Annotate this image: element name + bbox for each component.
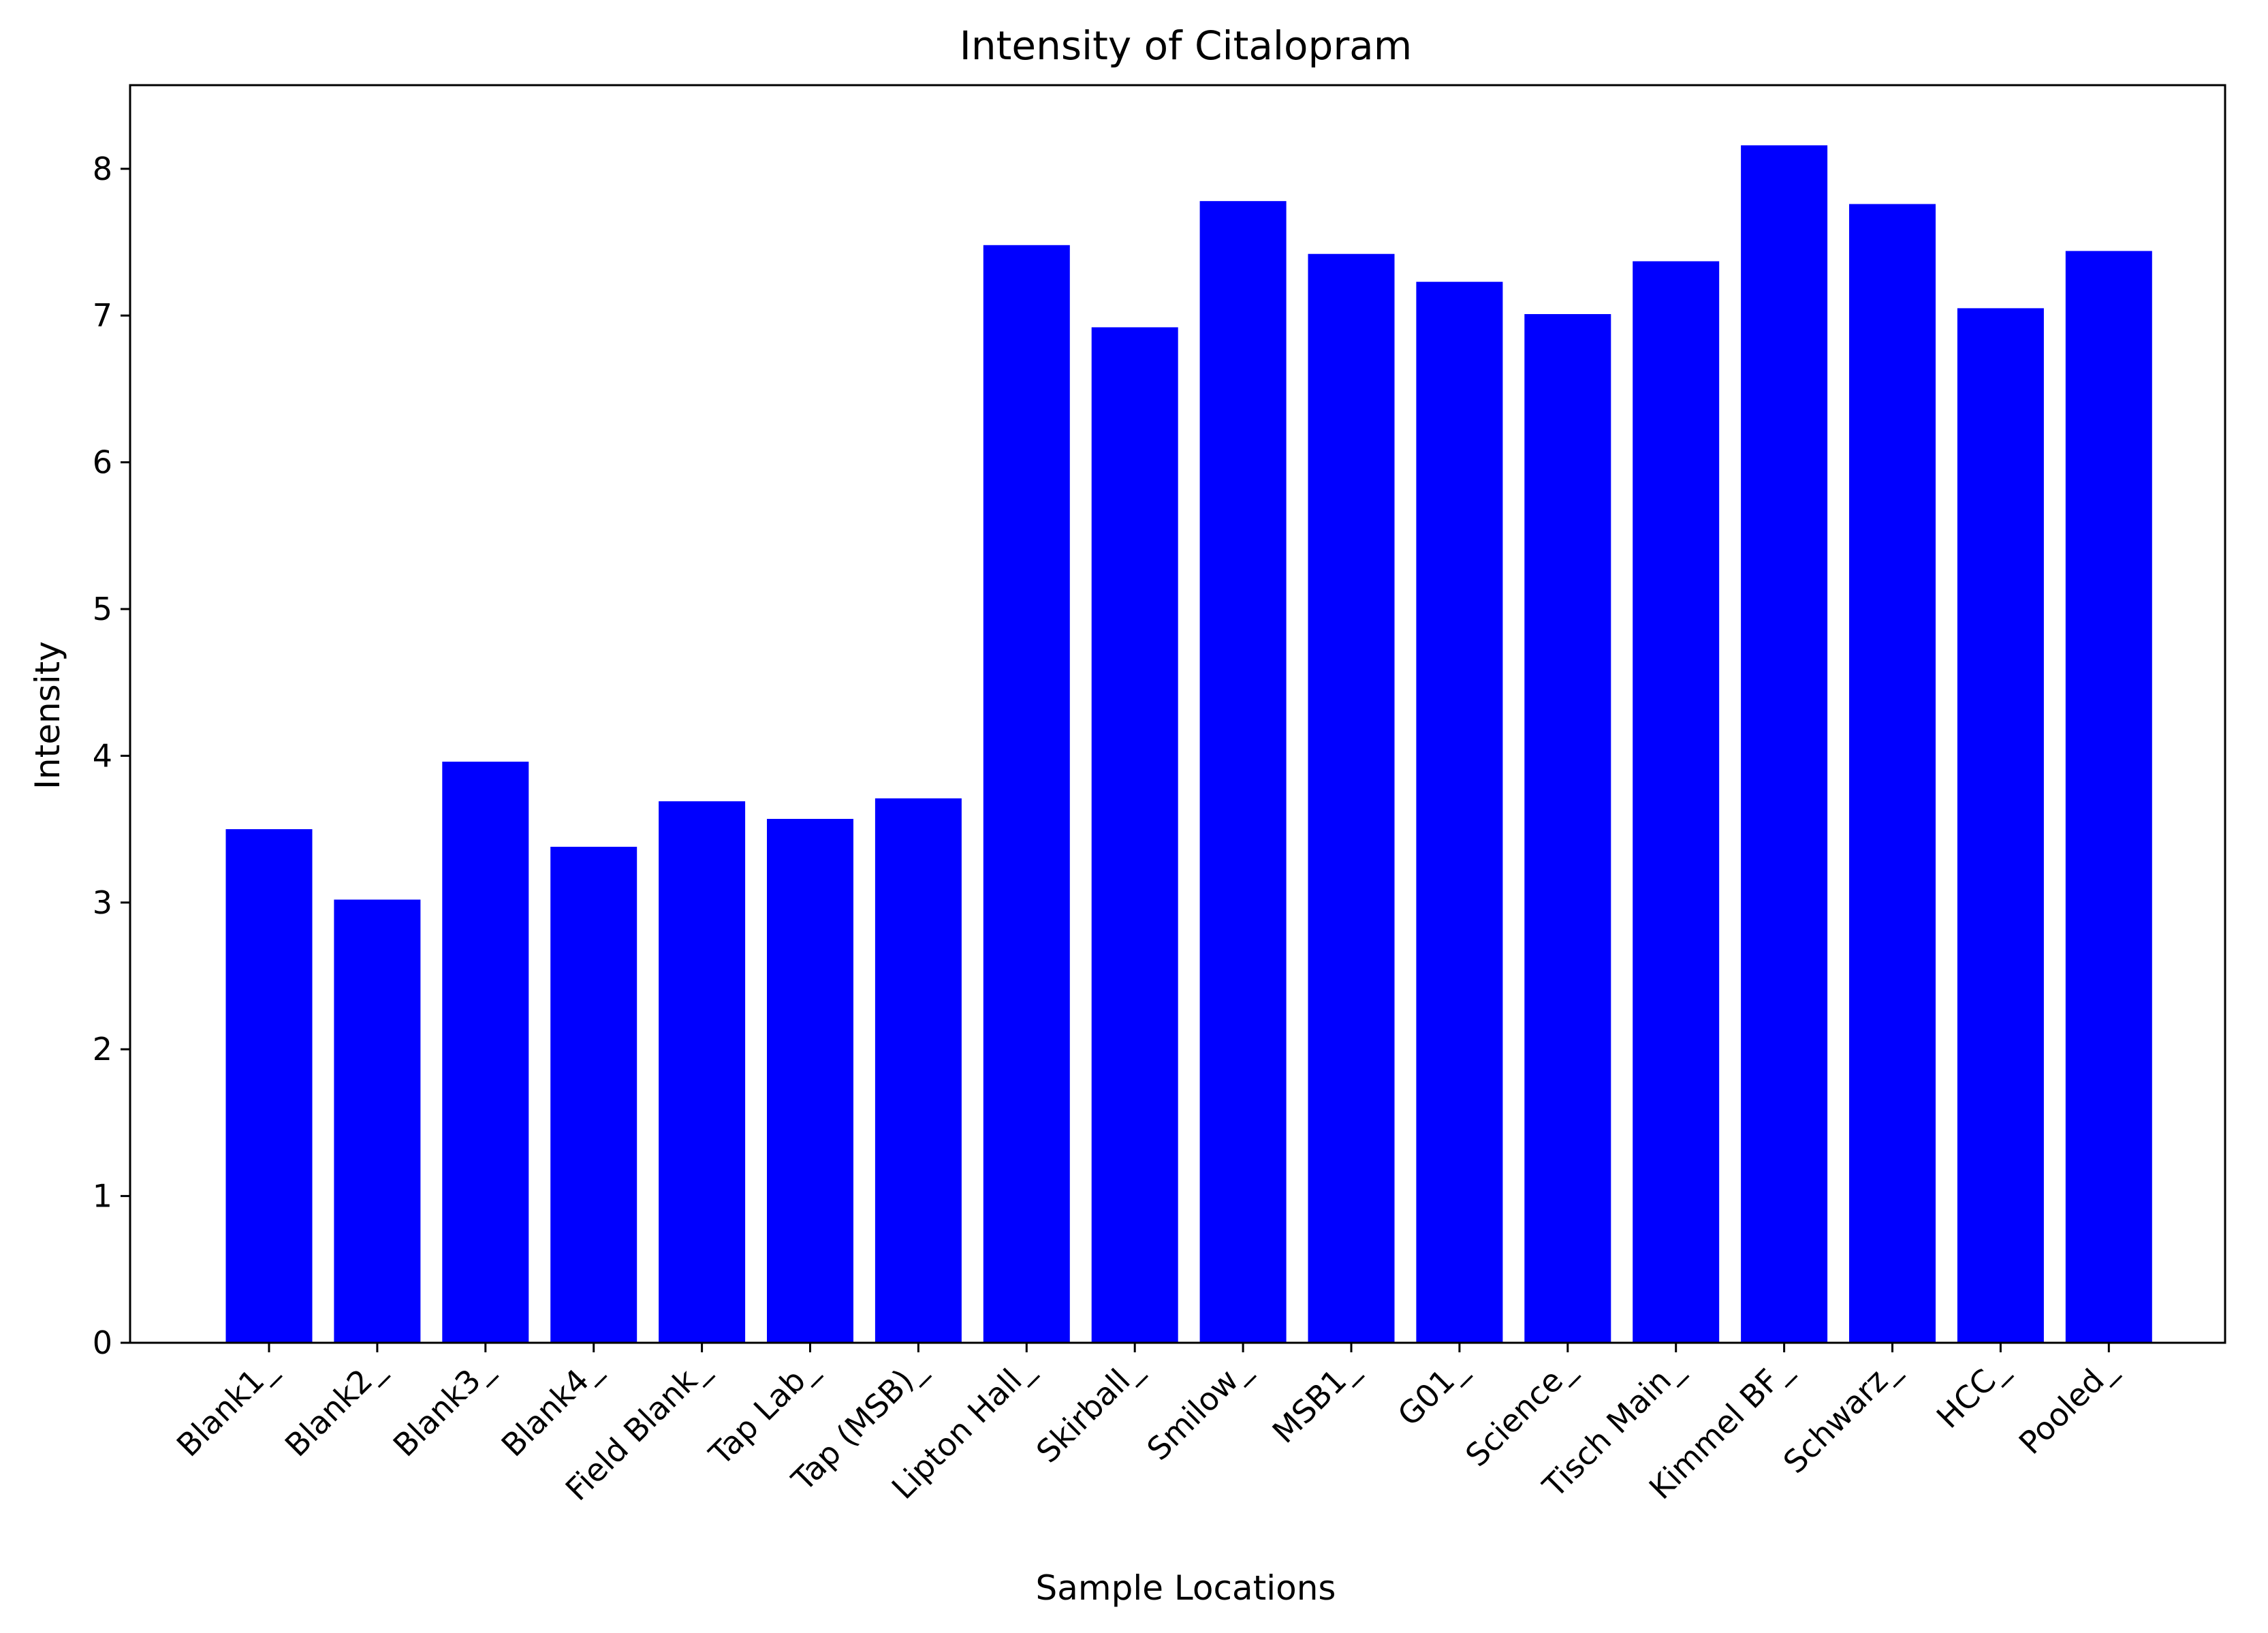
- x-tick-label: Schwarz_: [1776, 1350, 1906, 1480]
- bar-kimmel-bf: [1741, 145, 1828, 1343]
- x-tick-label: Skirball_: [1029, 1350, 1149, 1470]
- x-tick-label: Blank1_: [170, 1350, 283, 1464]
- x-tick-label: Blank3_: [386, 1350, 500, 1464]
- x-tick-label: Smilow_: [1140, 1350, 1257, 1467]
- bar-schwarz: [1849, 204, 1936, 1343]
- chart-title: Intensity of Citalopram: [960, 22, 1412, 69]
- bar-tap-msb: [875, 798, 962, 1343]
- bar-tap-lab: [767, 819, 853, 1343]
- y-tick-label: 4: [93, 737, 112, 774]
- x-tick-label: Pooled_: [2012, 1350, 2123, 1461]
- plot-frame: [129, 84, 2226, 1344]
- bar-pooled: [2065, 251, 2152, 1343]
- y-axis: 0 1 2 3 4 5 6 7 8: [93, 151, 130, 1361]
- bar-blank2: [334, 899, 421, 1343]
- x-tick-label: MSB1_: [1265, 1350, 1366, 1450]
- bar-tisch-main: [1633, 261, 1720, 1343]
- bars-group: [225, 145, 2152, 1343]
- bar-skirball: [1091, 327, 1178, 1343]
- bar-field-blank: [659, 801, 746, 1343]
- y-tick-label: 0: [93, 1324, 112, 1361]
- x-axis: Blank1_Blank2_Blank3_Blank4_Field Blank_…: [170, 1343, 2123, 1508]
- x-axis-label: Sample Locations: [1036, 1568, 1336, 1608]
- x-tick-label: G01_: [1391, 1350, 1474, 1433]
- bar-msb1: [1308, 253, 1395, 1343]
- bar-hcc: [1957, 308, 2044, 1343]
- bar-smilow: [1199, 201, 1287, 1343]
- y-tick-label: 1: [93, 1178, 112, 1215]
- bar-lipton-hall: [983, 245, 1070, 1343]
- bar-blank1: [225, 829, 313, 1343]
- y-tick-label: 5: [93, 591, 112, 627]
- bar-blank3: [442, 762, 529, 1343]
- bar-science: [1524, 314, 1611, 1343]
- x-tick-label: Blank2_: [278, 1350, 392, 1464]
- y-tick-label: 8: [93, 151, 112, 187]
- y-axis-label: Intensity: [28, 641, 67, 790]
- bar-blank4: [550, 846, 637, 1343]
- y-tick-label: 6: [93, 444, 112, 481]
- y-tick-label: 2: [93, 1031, 112, 1068]
- x-tick-label: HCC_: [1930, 1350, 2015, 1435]
- y-tick-label: 3: [93, 884, 112, 921]
- y-tick-label: 7: [93, 297, 112, 334]
- x-tick-label: Blank4_: [494, 1350, 608, 1464]
- bar-g01: [1416, 281, 1503, 1343]
